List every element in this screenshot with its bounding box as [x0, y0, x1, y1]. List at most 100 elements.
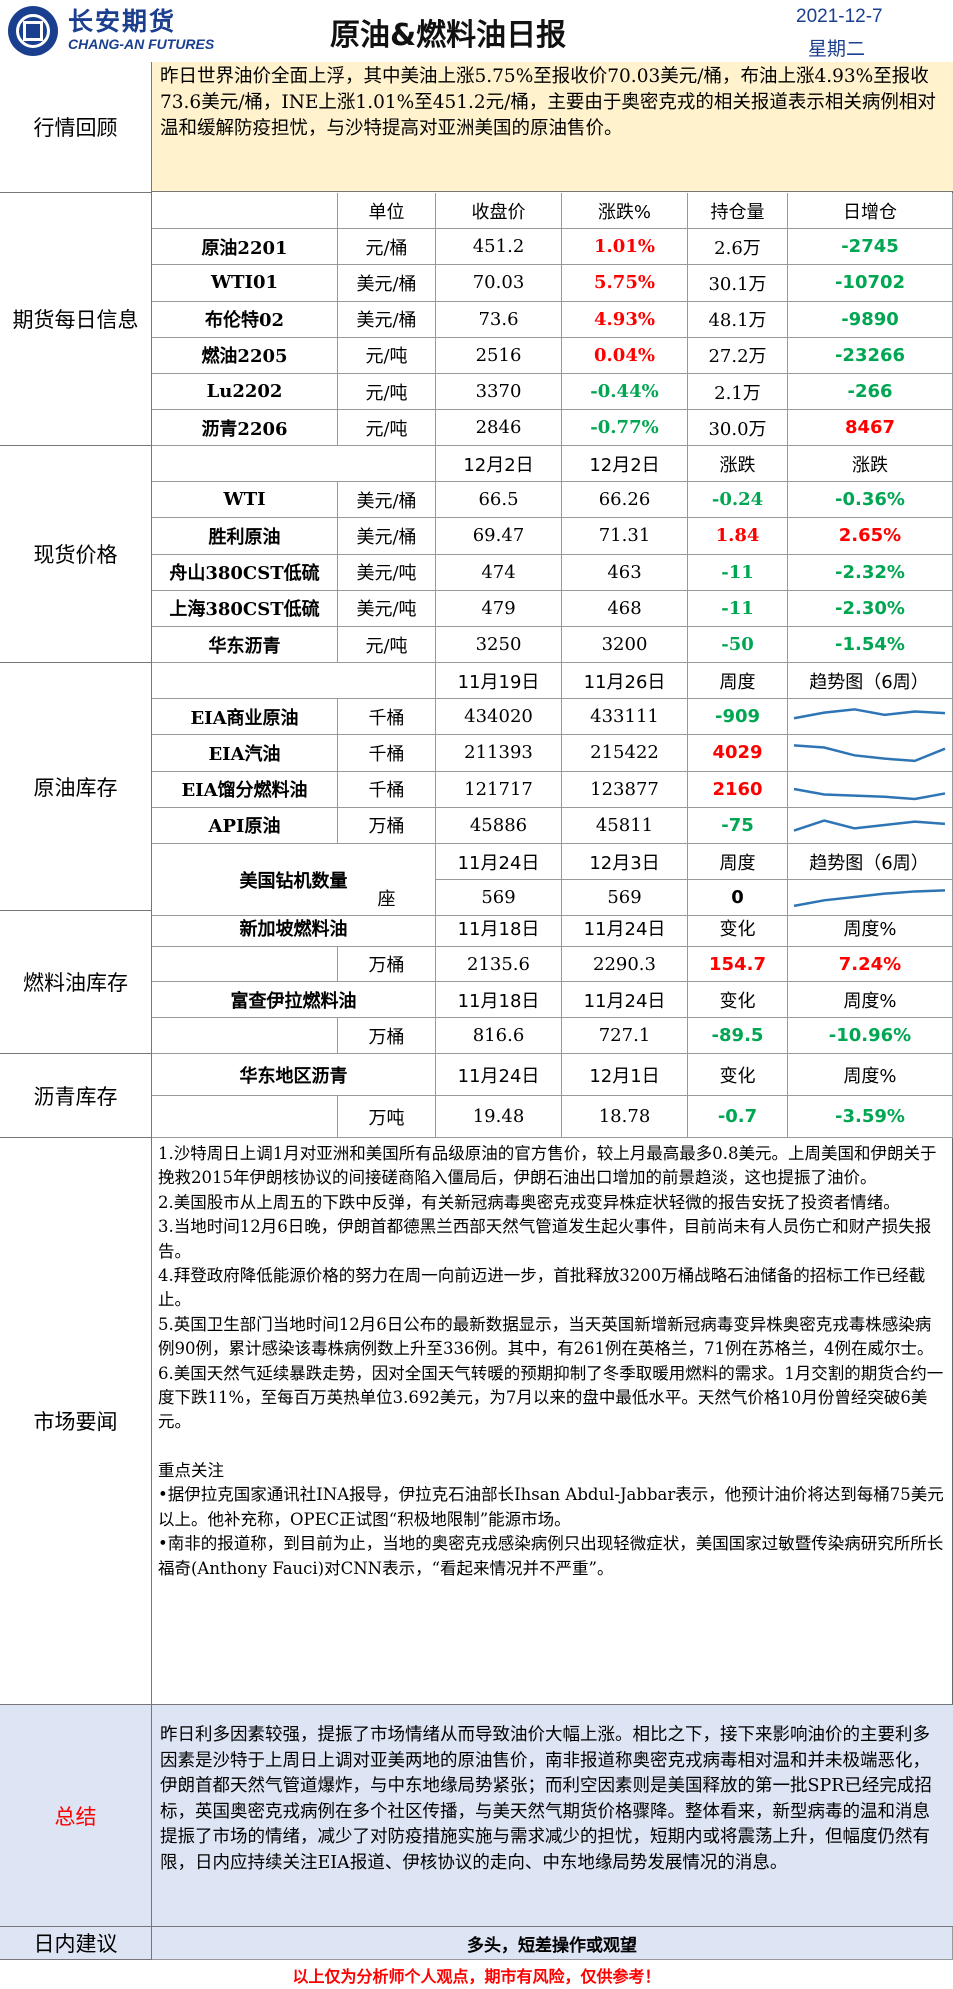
asphalt-pct: -3.59% — [788, 1096, 953, 1138]
spot-unit: 美元/吨 — [338, 554, 436, 591]
inventory-name: API原油 — [152, 807, 338, 844]
futures-header: 持仓量 — [688, 193, 788, 230]
futures-doi: -10702 — [788, 265, 953, 302]
inventory-trend-sparkline — [793, 744, 946, 763]
singapore-fuel-header: 11月24日 — [562, 911, 688, 947]
spot-pct: -2.32% — [788, 554, 953, 591]
futures-chg: -0.77% — [562, 410, 688, 447]
futures-doi: -9890 — [788, 301, 953, 338]
futures-name: 布伦特02 — [152, 301, 338, 338]
fujairah-fuel-header: 11月24日 — [562, 982, 688, 1019]
singapore-fuel-header: 变化 — [688, 911, 788, 947]
asphalt-blank — [152, 1096, 338, 1138]
inventory-curr: 45811 — [562, 807, 688, 844]
asphalt-inventory-label: 沥青库存 — [0, 1054, 152, 1138]
spot-header: 涨跌 — [788, 446, 953, 483]
sparkline-line — [793, 708, 946, 720]
spot-change: -11 — [688, 554, 788, 591]
inventory-prev: 434020 — [436, 699, 562, 736]
spot-pct: -0.36% — [788, 482, 953, 519]
inventory-change: -75 — [688, 807, 788, 844]
report-header: 长安期货 CHANG-AN FUTURES 原油&燃料油日报 2021-12-7… — [0, 0, 953, 62]
spot-header: 12月2日 — [562, 446, 688, 483]
news-content: 1.沙特周日上调1月对亚洲和美国所有品级原油的官方售价，较上月最高最多0.8美元… — [152, 1138, 953, 1705]
fujairah-fuel-header: 11月18日 — [436, 982, 562, 1019]
spot-price-a: 479 — [436, 590, 562, 627]
inventory-change: 2160 — [688, 771, 788, 808]
rig-curr: 569 — [562, 880, 688, 917]
inventory-unit: 万桶 — [338, 807, 436, 844]
asphalt-change: -0.7 — [688, 1096, 788, 1138]
inventory-name: EIA商业原油 — [152, 699, 338, 736]
futures-oi: 2.1万 — [688, 374, 788, 411]
spot-header-blank — [152, 446, 436, 483]
futures-unit: 美元/桶 — [338, 301, 436, 338]
futures-name: Lu2202 — [152, 374, 338, 411]
futures-oi: 30.1万 — [688, 265, 788, 302]
fuel-inventory-label: 燃料油库存 — [0, 911, 152, 1054]
sparkline-line — [793, 889, 946, 908]
inventory-header: 11月26日 — [562, 663, 688, 700]
futures-close: 70.03 — [436, 265, 562, 302]
spot-unit: 美元/桶 — [338, 518, 436, 555]
rig-header: 12月3日 — [562, 844, 688, 881]
rig-header: 周度 — [688, 844, 788, 881]
inventory-trend-sparkline — [793, 819, 946, 832]
spot-name: 胜利原油 — [152, 518, 338, 555]
inventory-trend-sparkline — [793, 708, 946, 720]
futures-chg: 0.04% — [562, 337, 688, 374]
asphalt-header: 11月24日 — [436, 1054, 562, 1096]
futures-doi: -2745 — [788, 229, 953, 266]
singapore-fuel-header: 11月18日 — [436, 911, 562, 947]
futures-name: 沥青2206 — [152, 410, 338, 447]
rig-trend-sparkline — [793, 889, 946, 908]
spot-price-b: 71.31 — [562, 518, 688, 555]
asphalt-unit: 万吨 — [338, 1096, 436, 1138]
fujairah-fuel-curr: 727.1 — [562, 1018, 688, 1054]
futures-chg: -0.44% — [562, 374, 688, 411]
singapore-fuel-prev: 2135.6 — [436, 946, 562, 983]
futures-unit: 美元/桶 — [338, 265, 436, 302]
spot-change: -50 — [688, 627, 788, 664]
summary-label: 总结 — [0, 1705, 152, 1927]
spot-pct: -2.30% — [788, 590, 953, 627]
asphalt-name: 华东地区沥青 — [152, 1054, 436, 1096]
company-logo-icon — [8, 6, 58, 56]
spot-pct: 2.65% — [788, 518, 953, 555]
spot-pct: -1.54% — [788, 627, 953, 664]
spot-price-b: 66.26 — [562, 482, 688, 519]
futures-close: 2516 — [436, 337, 562, 374]
singapore-fuel-name: 新加坡燃料油 — [152, 911, 436, 947]
summary-text: 昨日利多因素较强，提振了市场情绪从而导致油价大幅上涨。相比之下，接下来影响油价的… — [152, 1705, 953, 1927]
singapore-fuel-pct: 7.24% — [788, 946, 953, 983]
news-item: 4.拜登政府降低能源价格的努力在周一向前迈进一步，首批释放3200万桶战略石油储… — [158, 1266, 926, 1310]
futures-name: WTI01 — [152, 265, 338, 302]
inventory-prev: 121717 — [436, 771, 562, 808]
futures-unit: 元/吨 — [338, 410, 436, 447]
futures-unit: 元/吨 — [338, 337, 436, 374]
asphalt-curr: 18.78 — [562, 1096, 688, 1138]
sparkline-line — [793, 744, 946, 763]
intraday-advice: 多头，短差操作或观望 — [152, 1927, 953, 1960]
singapore-fuel-blank — [152, 946, 338, 983]
brand-name-en: CHANG-AN FUTURES — [68, 36, 215, 52]
spot-name: 舟山380CST低硫 — [152, 554, 338, 591]
futures-doi: 8467 — [788, 410, 953, 447]
sparkline-line — [793, 819, 946, 832]
crude-inventory-label: 原油库存 — [0, 663, 152, 911]
spot-change: -0.24 — [688, 482, 788, 519]
market-review-text: 昨日世界油价全面上浮，其中美油上涨5.75%至报收价70.03美元/桶，布油上涨… — [152, 62, 953, 192]
futures-header: 日增仓 — [788, 193, 953, 230]
futures-header-blank — [152, 193, 338, 230]
rig-header: 11月24日 — [436, 844, 562, 881]
spot-price-b: 468 — [562, 590, 688, 627]
fujairah-fuel-blank — [152, 1018, 338, 1054]
spot-price-a: 66.5 — [436, 482, 562, 519]
fujairah-fuel-prev: 816.6 — [436, 1018, 562, 1054]
news-item: 3.当地时间12月6日晚，伊朗首都德黑兰西部天然气管道发生起火事件，目前尚未有人… — [158, 1217, 932, 1261]
news-item: 1.沙特周日上调1月对亚洲和美国所有品级原油的官方售价，较上月最高最多0.8美元… — [158, 1144, 937, 1188]
spot-price-b: 463 — [562, 554, 688, 591]
spot-unit: 美元/桶 — [338, 482, 436, 519]
fujairah-fuel-unit: 万桶 — [338, 1018, 436, 1054]
futures-doi: -266 — [788, 374, 953, 411]
